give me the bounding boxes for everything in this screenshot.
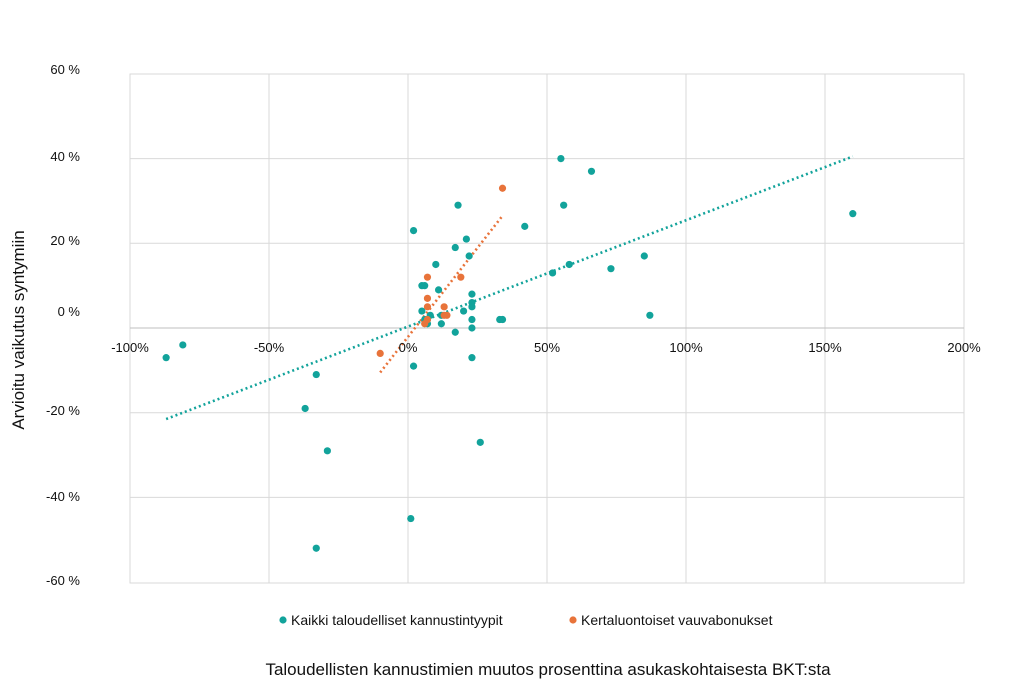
point-all-incentives (548, 269, 557, 277)
point-baby-bonus (457, 273, 465, 281)
y-tick-label: 60 % (50, 62, 80, 77)
point-all-incentives (460, 307, 468, 315)
x-tick-label: -100% (111, 340, 149, 355)
point-all-incentives (468, 303, 476, 311)
y-axis-title: Arvioitu vaikutus syntymiin (9, 230, 28, 429)
point-all-incentives (557, 155, 565, 163)
trendline-baby-bonus (379, 214, 504, 374)
y-tick-label: 20 % (50, 233, 80, 248)
point-all-incentives (849, 210, 857, 218)
point-all-incentives (418, 307, 426, 315)
point-all-incentives (462, 235, 470, 243)
point-all-incentives (454, 201, 462, 209)
point-all-incentives (312, 544, 320, 552)
point-all-incentives (179, 341, 187, 349)
point-all-incentives (640, 252, 648, 260)
point-all-incentives (312, 370, 320, 379)
point-all-incentives (437, 320, 445, 328)
trendlines (165, 155, 854, 421)
point-all-incentives (646, 311, 654, 319)
legend: Kaikki taloudelliset kannustintyypit Ker… (279, 612, 773, 628)
point-all-incentives (468, 315, 476, 324)
y-tick-label: -60 % (46, 573, 80, 588)
legend-label-all-incentives: Kaikki taloudelliset kannustintyypit (291, 612, 503, 628)
tick-labels: -100% -50% 0% 50% 100% 150% 200% 60 % 40 % 20 % 0 … (46, 62, 981, 588)
point-all-incentives (587, 167, 596, 175)
x-tick-label: 50% (534, 340, 560, 355)
point-baby-bonus (376, 349, 384, 358)
point-all-incentives (162, 354, 170, 362)
y-tick-label: 0 % (58, 304, 81, 319)
point-baby-bonus (423, 294, 432, 302)
point-baby-bonus (423, 315, 432, 324)
data-points (162, 155, 857, 552)
point-all-incentives (434, 286, 443, 294)
x-tick-label: 150% (808, 340, 842, 355)
point-all-incentives (560, 201, 568, 209)
point-all-incentives (409, 226, 418, 235)
point-all-incentives (407, 514, 415, 523)
point-all-incentives (498, 315, 507, 324)
legend-marker-all-incentives (279, 616, 287, 624)
point-baby-bonus (498, 184, 507, 192)
point-baby-bonus (443, 311, 451, 319)
point-all-incentives (521, 222, 529, 230)
point-all-incentives (565, 260, 573, 269)
legend-label-baby-bonus: Kertaluontoiset vauvabonukset (581, 612, 773, 628)
x-axis-title: Taloudellisten kannustimien muutos prose… (265, 660, 831, 679)
legend-marker-baby-bonus (569, 616, 577, 624)
x-tick-label: 200% (947, 340, 981, 355)
point-all-incentives (468, 354, 476, 362)
x-tick-label: 0% (399, 340, 418, 355)
y-tick-label: -20 % (46, 403, 80, 418)
point-all-incentives (421, 282, 429, 290)
point-all-incentives (323, 447, 331, 455)
point-all-incentives (451, 328, 459, 336)
point-all-incentives (476, 438, 484, 446)
point-all-incentives (451, 243, 459, 252)
point-baby-bonus (423, 303, 432, 311)
point-all-incentives (465, 252, 473, 260)
point-all-incentives (432, 260, 440, 269)
point-baby-bonus (440, 303, 448, 311)
point-all-incentives (607, 265, 615, 273)
x-tick-label: -50% (254, 340, 285, 355)
grid-lines (129, 73, 965, 584)
point-all-incentives (468, 290, 476, 298)
point-all-incentives (409, 362, 418, 370)
y-tick-label: 40 % (50, 149, 80, 164)
y-tick-label: -40 % (46, 489, 80, 504)
point-baby-bonus (423, 273, 432, 281)
x-tick-label: 100% (669, 340, 703, 355)
point-all-incentives (468, 324, 476, 332)
point-all-incentives (301, 404, 309, 413)
